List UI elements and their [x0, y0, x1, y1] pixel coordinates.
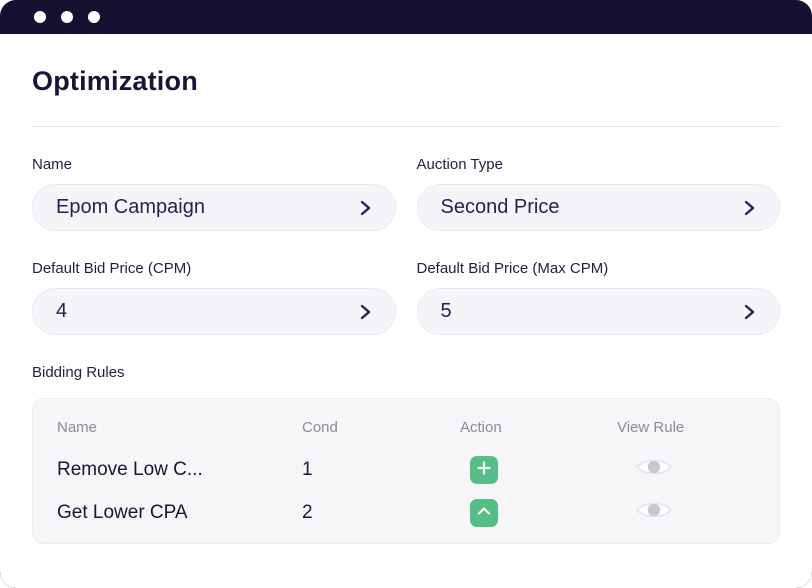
add-action-button[interactable]: [470, 455, 498, 484]
field-default-bid-price-cpm: Default Bid Price (CPM) 4: [32, 260, 396, 335]
auction-type-select[interactable]: Second Price: [416, 184, 780, 231]
rule-name: Remove Low C...: [57, 458, 203, 480]
field-label: Default Bid Price (CPM): [32, 260, 192, 277]
table-row: Get Lower CPA 2: [57, 491, 755, 534]
window-titlebar: [0, 0, 812, 34]
field-auction-type: Auction Type Second Price: [416, 156, 780, 231]
bidding-rules-table: Name Cond Action View Rule Remove Low C.…: [32, 398, 780, 544]
chevron-right-icon: [742, 200, 756, 216]
default-bid-price-cpm-select[interactable]: 4: [32, 288, 396, 335]
default-bid-price-max-cpm-select[interactable]: 5: [416, 288, 780, 335]
rule-cond: 2: [302, 501, 313, 523]
field-name: Name Epom Campaign: [32, 156, 396, 231]
table-header-row: Name Cond Action View Rule: [57, 416, 755, 438]
column-header-view-rule: View Rule: [617, 418, 685, 436]
column-header-name: Name: [57, 418, 98, 436]
table-row: Remove Low C... 1: [57, 448, 755, 491]
eye-icon: [635, 455, 673, 484]
divider: [32, 126, 780, 127]
field-value: Second Price: [440, 196, 560, 218]
page-content: Optimization Name Epom Campaign Auction …: [0, 34, 812, 588]
field-value: Epom Campaign: [56, 196, 205, 218]
field-default-bid-price-max-cpm: Default Bid Price (Max CPM) 5: [416, 260, 780, 335]
rule-cond: 1: [302, 458, 313, 480]
field-label: Auction Type: [416, 156, 503, 173]
field-value: 5: [440, 300, 452, 322]
chevron-right-icon: [742, 304, 756, 320]
plus-icon: [476, 460, 492, 479]
view-rule-button[interactable]: [635, 498, 673, 527]
window-dot: [88, 11, 100, 23]
page-title: Optimization: [32, 66, 198, 96]
fields-grid: Name Epom Campaign Auction Type Second P…: [32, 156, 780, 335]
view-rule-button[interactable]: [635, 455, 673, 484]
field-label: Default Bid Price (Max CPM): [416, 260, 609, 277]
chevron-up-icon: [476, 503, 492, 522]
bidding-rules-label: Bidding Rules: [32, 364, 125, 381]
column-header-action: Action: [460, 418, 502, 436]
rule-name: Get Lower CPA: [57, 501, 188, 523]
raise-action-button[interactable]: [470, 498, 498, 527]
field-value: 4: [56, 300, 68, 322]
name-select[interactable]: Epom Campaign: [32, 184, 396, 231]
chevron-right-icon: [358, 304, 372, 320]
chevron-right-icon: [358, 200, 372, 216]
column-header-cond: Cond: [302, 418, 338, 436]
window-dot: [34, 11, 46, 23]
eye-icon: [635, 498, 673, 527]
field-label: Name: [32, 156, 73, 173]
window-dot: [61, 11, 73, 23]
